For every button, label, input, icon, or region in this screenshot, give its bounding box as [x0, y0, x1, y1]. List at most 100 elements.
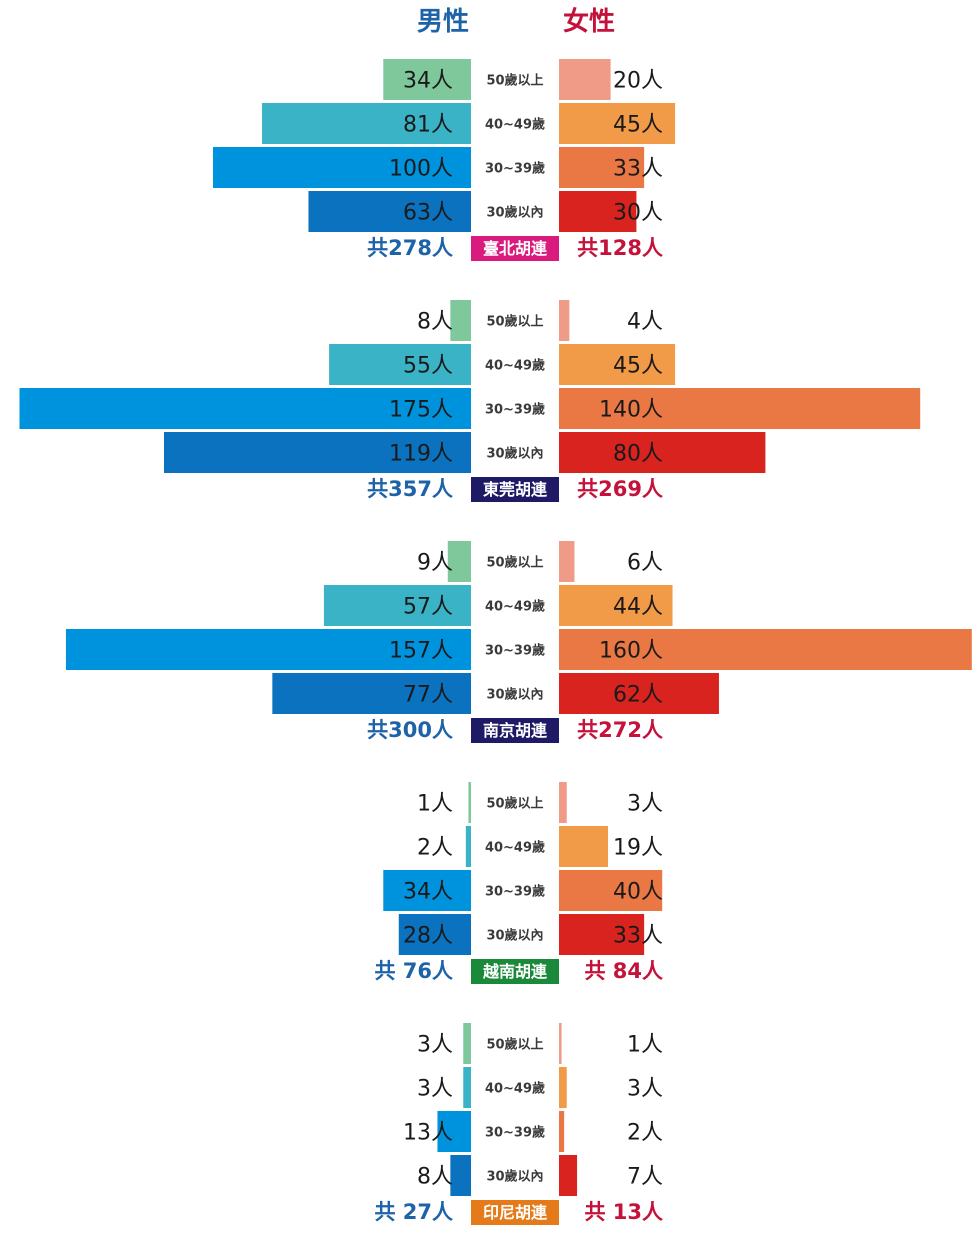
- age-category-label: 30歲以內: [486, 928, 543, 944]
- male-value-label: 77人: [403, 683, 453, 708]
- age-category-label: 40~49歲: [485, 1081, 545, 1097]
- male-bar: [463, 1067, 471, 1108]
- female-value-label: 2人: [627, 1121, 663, 1146]
- male-value-label: 119人: [389, 442, 453, 467]
- male-value-label: 55人: [403, 354, 453, 379]
- group-badge: [471, 1200, 559, 1225]
- age-category-label: 30歲以內: [486, 1169, 543, 1185]
- male-bar: [19, 388, 471, 429]
- female-header: 女性: [563, 6, 615, 37]
- female-bar: [559, 432, 766, 473]
- age-category-label: 30歲以內: [486, 205, 543, 221]
- female-bar: [559, 191, 637, 232]
- female-bar: [559, 1155, 578, 1196]
- age-category-label: 30歲以內: [486, 446, 543, 462]
- female-bar: [559, 673, 719, 714]
- group-badge: [471, 959, 559, 984]
- age-category-label: 30~39歲: [485, 884, 545, 900]
- female-value-label: 19人: [613, 836, 663, 861]
- female-bar: [559, 914, 645, 955]
- age-category-label: 50歲以上: [486, 1037, 543, 1053]
- group-badge: [471, 477, 559, 502]
- male-bar: [383, 59, 471, 100]
- female-bar: [559, 344, 676, 385]
- male-value-label: 3人: [417, 1033, 453, 1058]
- male-value-label: 34人: [403, 69, 453, 94]
- age-category-label: 30~39歲: [485, 643, 545, 659]
- male-bar: [163, 432, 472, 473]
- age-category-label: 40~49歲: [485, 599, 545, 615]
- group-name-label: 臺北胡連: [483, 239, 548, 258]
- male-total-label: 共 27人: [374, 1200, 453, 1224]
- female-value-label: 40人: [613, 880, 663, 905]
- female-value-label: 3人: [627, 792, 663, 817]
- group-name-label: 東莞胡連: [483, 480, 548, 499]
- age-category-label: 40~49歲: [485, 358, 545, 374]
- male-bar: [323, 585, 471, 626]
- female-bar: [559, 1111, 565, 1152]
- male-value-label: 34人: [403, 880, 453, 905]
- age-category-label: 40~49歲: [485, 840, 545, 856]
- male-value-label: 9人: [417, 551, 453, 576]
- age-category-label: 30~39歲: [485, 402, 545, 418]
- male-value-label: 8人: [417, 1165, 453, 1190]
- male-value-label: 3人: [417, 1077, 453, 1102]
- female-bar: [559, 147, 645, 188]
- male-value-label: 63人: [403, 201, 453, 226]
- male-bar: [437, 1111, 471, 1152]
- female-total-label: 共272人: [577, 718, 663, 742]
- female-bar: [559, 103, 676, 144]
- female-value-label: 140人: [599, 398, 663, 423]
- male-value-label: 28人: [403, 924, 453, 949]
- female-bar: [559, 388, 921, 429]
- male-bar: [308, 191, 471, 232]
- female-total-label: 共269人: [577, 477, 663, 501]
- group-name-label: 印尼胡連: [483, 1203, 548, 1222]
- group-badge: [471, 718, 559, 743]
- female-bar: [559, 1067, 567, 1108]
- female-value-label: 33人: [613, 924, 663, 949]
- female-value-label: 44人: [613, 595, 663, 620]
- male-bar: [213, 147, 471, 188]
- group-badge: [471, 236, 559, 261]
- male-value-label: 57人: [403, 595, 453, 620]
- age-category-label: 50歲以上: [486, 314, 543, 330]
- male-bar: [383, 870, 471, 911]
- male-value-label: 1人: [417, 792, 453, 817]
- female-total-label: 共 84人: [584, 959, 663, 983]
- male-bar: [450, 300, 471, 341]
- male-bar: [450, 1155, 471, 1196]
- male-bar: [329, 344, 471, 385]
- male-value-label: 100人: [389, 157, 453, 182]
- male-bar: [463, 1023, 471, 1064]
- female-total-label: 共128人: [577, 236, 663, 260]
- female-value-label: 1人: [627, 1033, 663, 1058]
- male-bar: [262, 103, 471, 144]
- female-value-label: 160人: [599, 639, 663, 664]
- female-value-label: 30人: [613, 201, 663, 226]
- female-value-label: 62人: [613, 683, 663, 708]
- male-value-label: 2人: [417, 836, 453, 861]
- male-value-label: 157人: [389, 639, 453, 664]
- group-name-label: 越南胡連: [482, 962, 548, 981]
- female-value-label: 45人: [613, 354, 663, 379]
- age-category-label: 50歲以上: [486, 796, 543, 812]
- male-bar: [447, 541, 471, 582]
- male-bar: [272, 673, 471, 714]
- female-bar: [559, 300, 570, 341]
- female-bar: [559, 782, 567, 823]
- female-value-label: 7人: [627, 1165, 663, 1190]
- female-bar: [559, 1023, 562, 1064]
- female-value-label: 6人: [627, 551, 663, 576]
- female-bar: [559, 629, 972, 670]
- female-value-label: 20人: [613, 69, 663, 94]
- male-total-label: 共300人: [367, 718, 453, 742]
- male-value-label: 8人: [417, 310, 453, 335]
- age-category-label: 50歲以上: [486, 555, 543, 571]
- male-bar: [398, 914, 471, 955]
- age-category-label: 30~39歲: [485, 1125, 545, 1141]
- female-bar: [559, 59, 611, 100]
- male-total-label: 共357人: [367, 477, 453, 501]
- female-value-label: 33人: [613, 157, 663, 182]
